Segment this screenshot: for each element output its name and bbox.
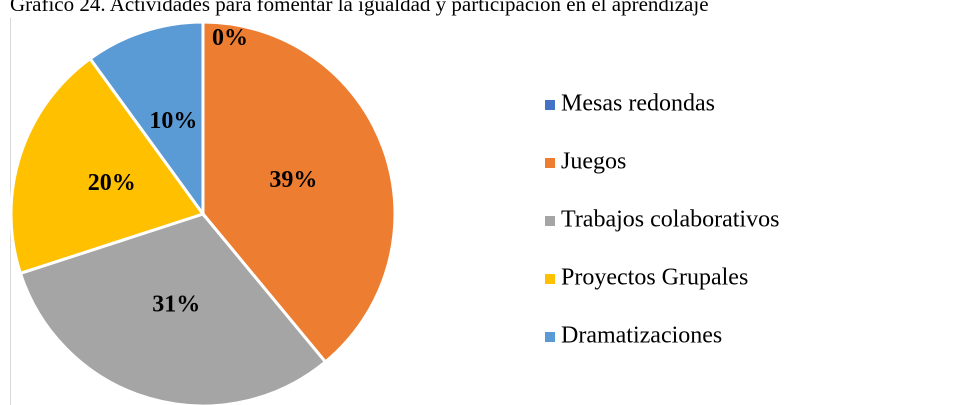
legend-swatch	[545, 100, 555, 110]
legend-swatch	[545, 216, 555, 226]
data-label: 20%	[88, 170, 136, 196]
legend-label: Trabajos colaborativos	[561, 207, 779, 233]
data-label: 10%	[149, 108, 197, 134]
data-label: 31%	[152, 292, 200, 318]
pie-slice	[9, 56, 206, 276]
pie-slice	[18, 212, 328, 405]
legend-swatch	[545, 158, 555, 168]
legend-label: Juegos	[561, 149, 626, 175]
legend-swatch	[545, 332, 555, 342]
pie-slice	[201, 20, 397, 365]
pie-slice	[88, 20, 205, 219]
legend-swatch	[545, 274, 555, 284]
legend-label: Mesas redondas	[561, 91, 715, 117]
data-label: 0%	[212, 25, 248, 51]
legend-label: Proyectos Grupales	[561, 265, 748, 291]
legend-label: Dramatizaciones	[561, 323, 722, 349]
chart-title: Gráfico 24. Actividades para fomentar la…	[10, 0, 709, 16]
data-label: 39%	[269, 167, 317, 193]
